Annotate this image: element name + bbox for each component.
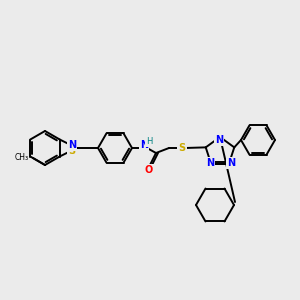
Text: N: N <box>215 135 223 145</box>
Text: S: S <box>68 146 75 155</box>
Text: CH₃: CH₃ <box>15 152 29 161</box>
Text: N: N <box>206 158 214 168</box>
Text: N: N <box>68 140 76 151</box>
Text: O: O <box>145 165 153 175</box>
Text: N: N <box>227 158 235 168</box>
Text: S: S <box>178 143 186 153</box>
Text: H: H <box>146 137 152 146</box>
Text: N: N <box>140 140 148 150</box>
